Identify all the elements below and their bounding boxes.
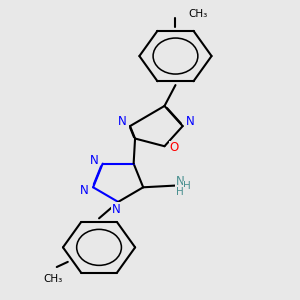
Text: O: O [169,141,178,154]
Text: N: N [112,203,120,216]
Text: N: N [118,116,127,128]
Text: CH₃: CH₃ [43,274,62,284]
Text: N: N [186,116,195,128]
Text: N: N [80,184,89,196]
Text: H: H [176,188,184,197]
Text: N: N [176,175,184,188]
Text: CH₃: CH₃ [188,9,208,19]
Text: N: N [90,154,99,167]
Text: H: H [183,181,191,191]
